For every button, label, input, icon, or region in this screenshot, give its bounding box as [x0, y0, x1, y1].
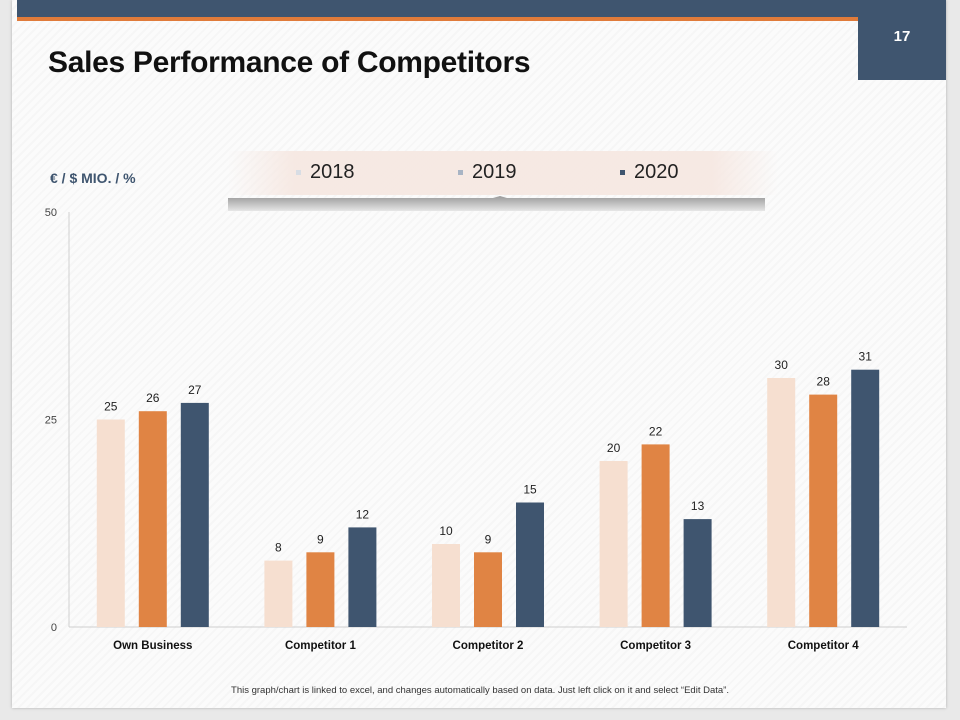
category-label-competitor-4: Competitor 4 — [788, 640, 860, 652]
legend-item-2018[interactable]: 2018 — [296, 161, 355, 184]
bar-competitor-2-2020 — [516, 502, 544, 627]
legend-panel-shadow — [228, 196, 765, 211]
y-tick-label-0: 0 — [51, 622, 57, 634]
bar-competitor-4-2020 — [851, 369, 880, 627]
data-label-competitor-4-2020: 31 — [859, 350, 873, 364]
category-label-competitor-1: Competitor 1 — [285, 640, 357, 652]
data-label-competitor-4-2018: 30 — [775, 358, 789, 372]
data-label-competitor-3-2018: 20 — [607, 441, 621, 455]
legend-swatch-2019 — [458, 170, 463, 175]
data-label-competitor-3-2020: 13 — [691, 499, 705, 513]
bar-own-business-2019 — [138, 411, 167, 627]
bar-own-business-2020 — [180, 402, 209, 627]
footnote: This graph/chart is linked to excel, and… — [231, 685, 729, 696]
data-label-competitor-3-2019: 22 — [649, 424, 663, 438]
category-label-own-business: Own Business — [113, 640, 192, 652]
bar-competitor-3-2018 — [599, 461, 628, 627]
y-tick-label-25: 25 — [45, 415, 57, 427]
slide-background — [12, 0, 946, 708]
data-label-competitor-4-2019: 28 — [817, 375, 831, 389]
unit-label: € / $ MIO. / % — [50, 170, 136, 186]
header-bar — [17, 0, 859, 17]
data-label-competitor-1-2019: 9 — [317, 532, 324, 546]
bar-competitor-3-2019 — [641, 444, 670, 627]
data-label-competitor-1-2020: 12 — [356, 507, 370, 521]
legend-swatch-2018 — [296, 170, 301, 175]
legend-swatch-2020 — [620, 170, 625, 175]
data-label-own-business-2020: 27 — [188, 383, 202, 397]
category-label-competitor-3: Competitor 3 — [620, 640, 691, 652]
bar-competitor-1-2018 — [264, 560, 293, 627]
data-label-competitor-2-2020: 15 — [523, 483, 537, 497]
bar-competitor-2-2019 — [474, 552, 502, 627]
legend-label-2020: 2020 — [634, 161, 679, 183]
bar-competitor-4-2018 — [767, 378, 796, 627]
bar-own-business-2018 — [96, 419, 125, 627]
legend-item-2020[interactable]: 2020 — [620, 161, 679, 184]
legend-label-2019: 2019 — [472, 161, 517, 183]
data-label-competitor-2-2019: 9 — [485, 532, 492, 546]
bar-competitor-1-2019 — [306, 552, 335, 627]
header-accent-line — [17, 17, 859, 21]
data-label-competitor-1-2018: 8 — [275, 541, 282, 555]
page-number-box: 17 — [858, 0, 946, 80]
category-label-competitor-2: Competitor 2 — [453, 640, 524, 652]
legend-label-2018: 2018 — [310, 161, 355, 183]
data-label-own-business-2019: 26 — [146, 391, 160, 405]
bar-competitor-2-2018 — [432, 544, 460, 627]
bar-competitor-1-2020 — [348, 527, 377, 627]
y-tick-label-50: 50 — [45, 207, 57, 219]
data-label-competitor-2-2018: 10 — [439, 524, 453, 538]
data-label-own-business-2018: 25 — [104, 400, 118, 414]
legend-item-2019[interactable]: 2019 — [458, 161, 517, 184]
page-number: 17 — [893, 27, 911, 45]
bar-competitor-3-2020 — [683, 519, 712, 627]
legend-panel — [228, 151, 778, 195]
slide-title: Sales Performance of Competitors — [48, 46, 531, 79]
bar-competitor-4-2019 — [809, 394, 838, 627]
